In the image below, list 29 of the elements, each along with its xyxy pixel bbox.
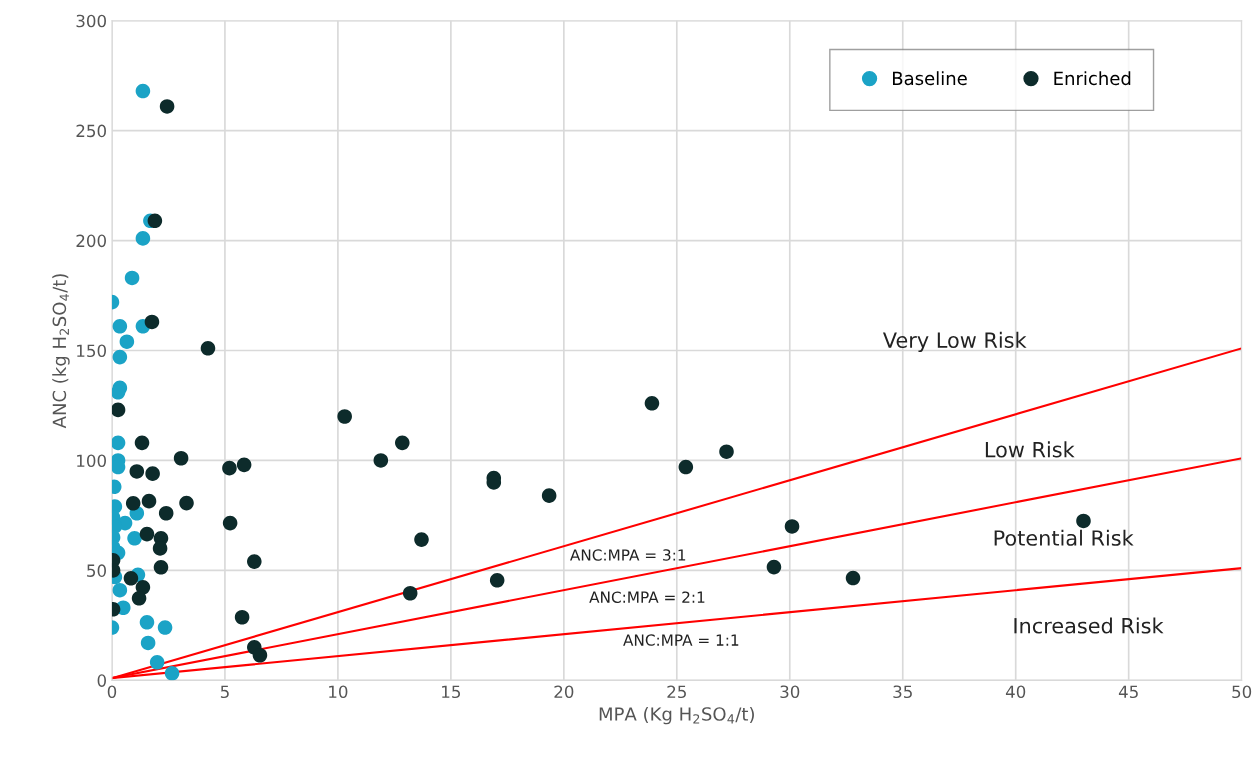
x-axis-title: MPA (Kg H$_{2}$SO$_{4}$/t) — [599, 706, 754, 725]
x-tick-label: 45 — [1118, 685, 1138, 699]
x-tick-label: 10 — [329, 685, 348, 699]
annotation: Increased Risk — [1014, 617, 1164, 634]
annotation: Very Low Risk — [882, 331, 1027, 353]
y-tick-label: 100 — [77, 454, 106, 468]
x-tick-label: 50 — [1232, 685, 1252, 699]
legend-label: Enriched — [1054, 71, 1131, 86]
y-tick-label: 200 — [76, 234, 106, 248]
legend-label: Baseline — [893, 71, 967, 86]
annotation: ANC:MPA = 3:1 — [570, 549, 686, 561]
x-tick-label: 30 — [780, 685, 800, 699]
y-tick-label: 50 — [87, 564, 106, 577]
x-tick-label: 20 — [554, 685, 574, 699]
annotation: Low Risk — [985, 441, 1075, 458]
y-tick-label: 150 — [77, 344, 106, 358]
y-axis-title: ANC (kg H$_{2}$SO$_{4}$/t) — [52, 274, 70, 429]
x-tick-label: 5 — [220, 685, 229, 699]
annotation: Potential Risk — [994, 529, 1134, 546]
y-tick-label: 0 — [97, 674, 106, 687]
annotation: ANC:MPA = 1:1 — [623, 634, 739, 646]
y-tick-label: 300 — [76, 14, 106, 28]
annotation: ANC:MPA = 2:1 — [589, 591, 705, 603]
x-tick-label: 35 — [893, 685, 912, 699]
y-tick-label: 250 — [76, 124, 106, 138]
x-tick-label: 25 — [667, 685, 686, 699]
x-tick-label: 0 — [107, 685, 117, 699]
x-tick-label: 40 — [1005, 685, 1026, 699]
x-tick-label: 15 — [442, 685, 461, 699]
